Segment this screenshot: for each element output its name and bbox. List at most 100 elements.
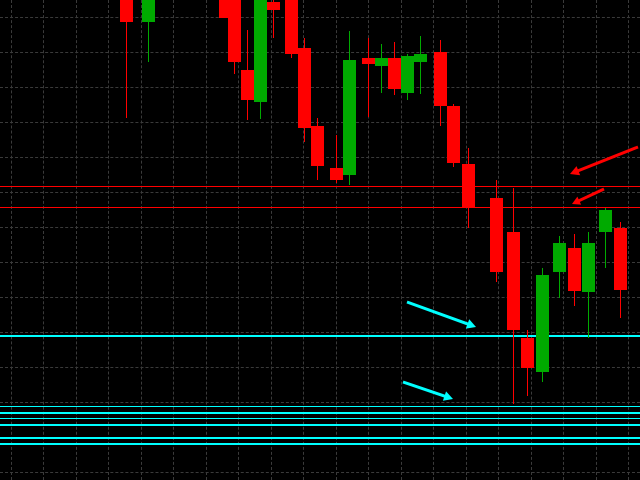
support-main[interactable] [0, 335, 640, 337]
grid-line-vertical [76, 0, 78, 480]
candlestick-body [401, 56, 414, 93]
candlestick-wick [291, 0, 292, 58]
grid-line-vertical [43, 0, 45, 480]
candlestick-wick [304, 38, 305, 142]
grid-line-vertical [238, 0, 240, 480]
support-cluster-4[interactable] [0, 424, 640, 426]
grid-line-vertical [466, 0, 468, 480]
support-cluster-6[interactable] [0, 443, 640, 445]
grid-line-vertical [336, 0, 338, 480]
resistance-upper[interactable] [0, 186, 640, 187]
grid-line-horizontal [0, 17, 640, 19]
grid-line-horizontal [0, 192, 640, 194]
candlestick-body [254, 0, 267, 102]
arrow-head [465, 319, 476, 329]
grid-line-vertical [11, 0, 13, 480]
grid-line-vertical [206, 0, 208, 480]
candlestick-wick [407, 54, 408, 100]
candlestick-body [142, 0, 155, 22]
candlestick-wick [468, 148, 469, 228]
candlestick-body [414, 54, 427, 62]
arrow-bear-1[interactable] [570, 145, 639, 176]
candlestick-body [434, 52, 447, 106]
support-cluster-2[interactable] [0, 412, 640, 414]
candlestick-wick [542, 268, 543, 382]
grid-line-horizontal [0, 472, 640, 474]
grid-line-horizontal [0, 52, 640, 54]
candlestick-body [614, 228, 627, 290]
grid-line-vertical [401, 0, 403, 480]
candlestick-body [536, 275, 549, 372]
candlestick-body [267, 2, 280, 10]
grid-line-horizontal [0, 122, 640, 124]
arrow-bull-1[interactable] [406, 300, 476, 329]
candlestick-wick [126, 0, 127, 118]
arrow-head [570, 166, 581, 176]
candlestick-body [582, 243, 595, 292]
candlestick-body [120, 0, 133, 22]
candlestick-wick [620, 222, 621, 318]
support-cluster-1[interactable] [0, 406, 640, 407]
grid-line-horizontal [0, 227, 640, 229]
grid-line-vertical [531, 0, 533, 480]
candlestick-wick [453, 104, 454, 167]
arrow-bear-2[interactable] [572, 187, 605, 205]
grid-line-vertical [108, 0, 110, 480]
arrow-shaft [402, 380, 448, 399]
candlestick-body [388, 58, 401, 89]
grid-line-vertical [303, 0, 305, 480]
grid-line-vertical [173, 0, 175, 480]
support-cluster-5[interactable] [0, 437, 640, 439]
arrow-shaft [576, 187, 605, 203]
candlestick-body [311, 126, 324, 166]
candlestick-wick [148, 0, 149, 62]
candlestick-wick [496, 180, 497, 282]
candlestick-wick [234, 0, 235, 74]
candlestick-body [447, 106, 460, 163]
grid-line-horizontal [0, 402, 640, 404]
candlestick-body [285, 0, 298, 54]
support-cluster-3[interactable] [0, 418, 640, 419]
candlestick-wick [225, 0, 226, 18]
grid-line-vertical [368, 0, 370, 480]
candlestick-body [568, 248, 581, 291]
grid-line-vertical [271, 0, 273, 480]
candlestick-wick [381, 44, 382, 93]
grid-line-vertical [498, 0, 500, 480]
candlestick-wick [368, 38, 369, 117]
candlestick-body [362, 58, 375, 64]
grid-line-horizontal [0, 437, 640, 439]
candlestick-wick [559, 236, 560, 298]
candlestick-wick [273, 0, 274, 38]
resistance-lower[interactable] [0, 207, 640, 208]
candlestick-wick [420, 36, 421, 94]
candlestick-wick [317, 118, 318, 180]
grid-line-vertical [433, 0, 435, 480]
arrow-bull-2[interactable] [402, 380, 453, 401]
candlestick-wick [349, 31, 350, 185]
arrow-head [572, 196, 582, 205]
candlestick-wick [247, 30, 248, 120]
candlestick-wick [260, 0, 261, 119]
candlestick-body [599, 210, 612, 232]
arrow-shaft [575, 145, 639, 173]
grid-line-horizontal [0, 367, 640, 369]
candlestick-body [521, 338, 534, 368]
grid-line-vertical [141, 0, 143, 480]
candlestick-body [298, 48, 311, 128]
grid-line-vertical [596, 0, 598, 480]
grid-line-vertical [563, 0, 565, 480]
grid-line-horizontal [0, 87, 640, 89]
candlestick-wick [394, 42, 395, 95]
candlestick-body [228, 0, 241, 62]
arrow-head [442, 391, 453, 401]
candlestick-body [343, 60, 356, 175]
arrow-shaft [406, 300, 471, 327]
candlestick-wick [336, 135, 337, 183]
candlestick-wick [605, 208, 606, 268]
